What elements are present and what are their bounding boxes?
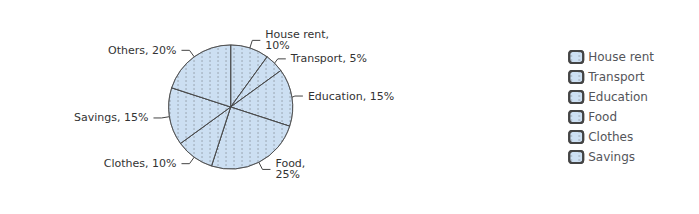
svg-text:House rent: House rent	[588, 50, 654, 64]
svg-text:Transport, 5%: Transport, 5%	[290, 52, 367, 65]
svg-text:10%: 10%	[265, 39, 289, 52]
svg-text:Savings: Savings	[588, 150, 635, 164]
svg-text:Education: Education	[588, 90, 648, 104]
svg-text:Food: Food	[588, 110, 617, 124]
svg-text:Others, 20%: Others, 20%	[108, 44, 176, 57]
svg-text:Transport: Transport	[587, 70, 645, 84]
svg-text:25%: 25%	[275, 168, 299, 181]
svg-text:Savings, 15%: Savings, 15%	[74, 111, 148, 124]
svg-text:Education, 15%: Education, 15%	[308, 90, 394, 103]
svg-text:House rent,: House rent,	[265, 28, 330, 42]
svg-text:Food,: Food,	[275, 157, 306, 171]
svg-text:Clothes: Clothes	[588, 130, 633, 144]
svg-text:Clothes, 10%: Clothes, 10%	[104, 157, 177, 170]
